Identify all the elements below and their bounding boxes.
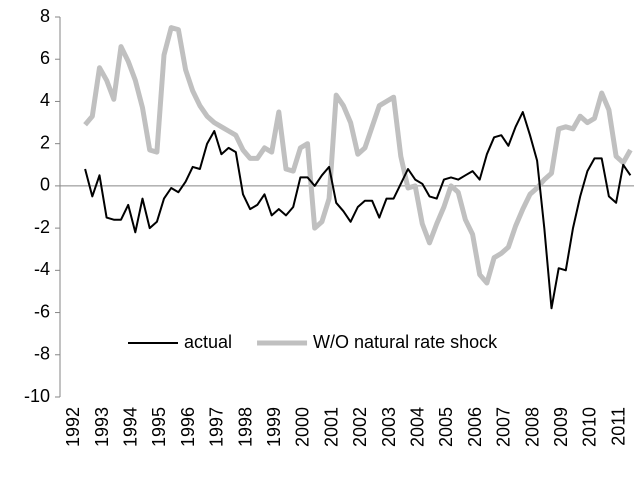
y-tick-label: -4 [34, 259, 50, 279]
x-tick-label: 2002 [350, 407, 370, 447]
x-tick-label: 1998 [235, 407, 255, 447]
x-tick-label: 2008 [522, 407, 542, 447]
x-tick-label: 2005 [436, 407, 456, 447]
x-tick-label: 1992 [63, 407, 83, 447]
x-tick-label: 2009 [551, 407, 571, 447]
data-line [83, 25, 633, 286]
x-tick-label: 1995 [149, 407, 169, 447]
y-tick-label: -8 [34, 344, 50, 364]
x-tick-label: 2001 [321, 407, 341, 447]
x-tick-label: 1997 [207, 407, 227, 447]
x-tick-label: 2000 [293, 407, 313, 447]
y-tick-label: -6 [34, 301, 50, 321]
legend-label: actual [184, 332, 232, 352]
x-tick-label: 1993 [92, 407, 112, 447]
x-tick-label: 2010 [580, 407, 600, 447]
x-tick-label: 1994 [121, 407, 141, 447]
data-line [84, 111, 632, 310]
y-tick-label: 0 [40, 175, 50, 195]
x-tick-label: 2011 [608, 407, 628, 446]
y-tick-label: -2 [34, 217, 50, 237]
y-tick-label: 4 [40, 90, 50, 110]
y-tick-label: 2 [40, 132, 50, 152]
y-tick-label: 6 [40, 48, 50, 68]
x-tick-label: 2006 [465, 407, 485, 447]
x-tick-label: 1996 [178, 407, 198, 447]
y-tick-label: -10 [24, 386, 50, 406]
legend-label: W/O natural rate shock [313, 332, 498, 352]
x-tick-label: 2007 [494, 407, 514, 447]
y-tick-label: 8 [40, 6, 50, 26]
x-tick-label: 2003 [379, 407, 399, 447]
x-tick-label: 1999 [264, 407, 284, 447]
x-tick-label: 2004 [408, 407, 428, 447]
